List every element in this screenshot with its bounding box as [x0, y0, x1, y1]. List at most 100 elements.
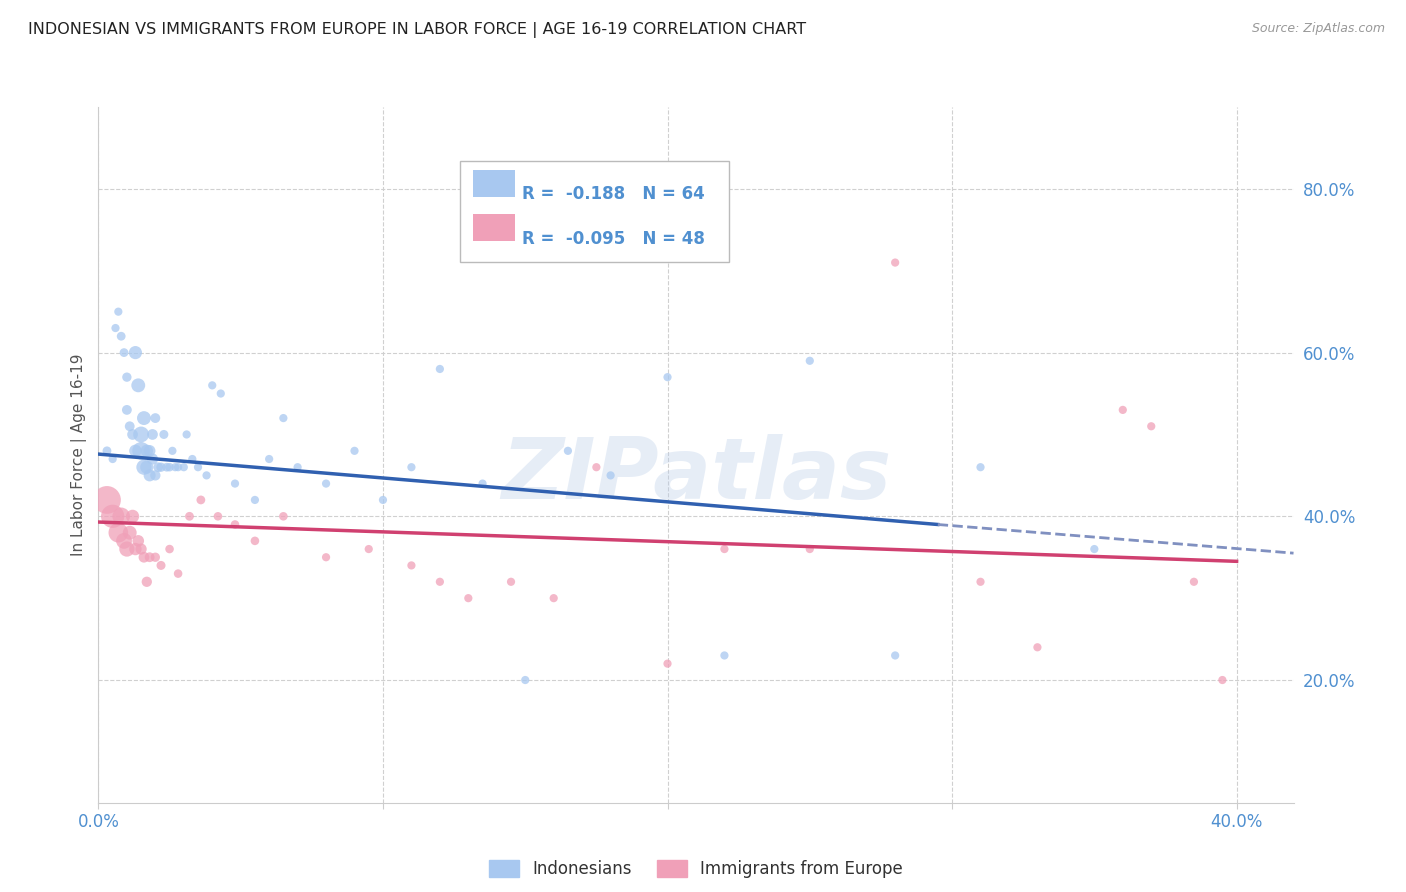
Point [129, 443, 152, 458]
Point [179, 509, 201, 524]
Point [429, 574, 451, 589]
Point [107, 304, 129, 318]
Point [148, 460, 170, 475]
Point [143, 411, 166, 425]
Point [167, 460, 190, 475]
Point [135, 460, 157, 475]
Point [257, 452, 280, 467]
Point [429, 362, 451, 376]
Point [96, 492, 118, 507]
Point [124, 542, 146, 557]
Point [1211, 673, 1233, 687]
Point [599, 468, 621, 483]
Point [224, 476, 246, 491]
Point [799, 542, 821, 557]
Point [181, 452, 204, 467]
Point [515, 673, 537, 687]
Point [1026, 640, 1049, 655]
Point [107, 525, 129, 540]
Point [129, 427, 152, 442]
Text: R =  -0.095   N = 48: R = -0.095 N = 48 [522, 229, 704, 248]
Point [118, 419, 141, 434]
Point [112, 345, 135, 359]
Y-axis label: In Labor Force | Age 16-19: In Labor Force | Age 16-19 [72, 353, 87, 557]
Point [201, 378, 224, 392]
Point [1083, 542, 1105, 557]
Point [132, 411, 155, 425]
Point [884, 648, 907, 663]
Point [118, 525, 141, 540]
Point [657, 370, 679, 384]
Point [287, 460, 309, 475]
Point [153, 427, 176, 442]
Point [969, 574, 991, 589]
Text: R =  -0.188   N = 64: R = -0.188 N = 64 [522, 185, 704, 203]
Legend: Indonesians, Immigrants from Europe: Indonesians, Immigrants from Europe [489, 860, 903, 878]
Point [243, 533, 266, 548]
Point [156, 460, 179, 475]
Text: INDONESIAN VS IMMIGRANTS FROM EUROPE IN LABOR FORCE | AGE 16-19 CORRELATION CHAR: INDONESIAN VS IMMIGRANTS FROM EUROPE IN … [28, 22, 806, 38]
Point [115, 370, 138, 384]
Point [173, 460, 195, 475]
Point [799, 353, 821, 368]
Point [150, 558, 173, 573]
Text: Source: ZipAtlas.com: Source: ZipAtlas.com [1251, 22, 1385, 36]
Point [713, 542, 735, 557]
Point [209, 386, 232, 401]
Point [499, 574, 522, 589]
Point [1182, 574, 1205, 589]
Point [121, 427, 143, 442]
Point [138, 443, 160, 458]
Point [104, 321, 127, 335]
Point [207, 509, 229, 524]
Point [143, 550, 166, 565]
Point [138, 550, 160, 565]
Point [150, 460, 173, 475]
Point [127, 533, 149, 548]
Point [110, 329, 132, 343]
Point [115, 542, 138, 557]
Point [357, 542, 380, 557]
Point [167, 566, 190, 581]
Point [101, 509, 124, 524]
Point [124, 443, 146, 458]
Point [124, 345, 146, 359]
Point [557, 443, 579, 458]
Point [401, 460, 423, 475]
Point [457, 591, 479, 606]
Point [315, 476, 337, 491]
Text: ZIPatlas: ZIPatlas [501, 434, 891, 517]
Point [132, 550, 155, 565]
Point [884, 255, 907, 269]
Point [129, 542, 152, 557]
Point [115, 403, 138, 417]
Point [343, 443, 366, 458]
Point [143, 468, 166, 483]
Point [969, 460, 991, 475]
Point [110, 509, 132, 524]
Point [141, 452, 163, 467]
Point [96, 443, 118, 458]
Point [165, 460, 187, 475]
Point [132, 460, 155, 475]
Point [273, 509, 295, 524]
Point [159, 542, 181, 557]
Point [243, 492, 266, 507]
Point [273, 411, 295, 425]
Point [1140, 419, 1163, 434]
Point [101, 452, 124, 467]
Point [135, 574, 157, 589]
Point [121, 509, 143, 524]
Point [401, 558, 423, 573]
Point [112, 533, 135, 548]
Point [135, 443, 157, 458]
Point [176, 427, 198, 442]
Point [1112, 403, 1135, 417]
Point [315, 550, 337, 565]
Point [141, 427, 163, 442]
Point [713, 648, 735, 663]
Point [195, 468, 218, 483]
Point [371, 492, 394, 507]
Point [162, 443, 184, 458]
Point [471, 476, 494, 491]
